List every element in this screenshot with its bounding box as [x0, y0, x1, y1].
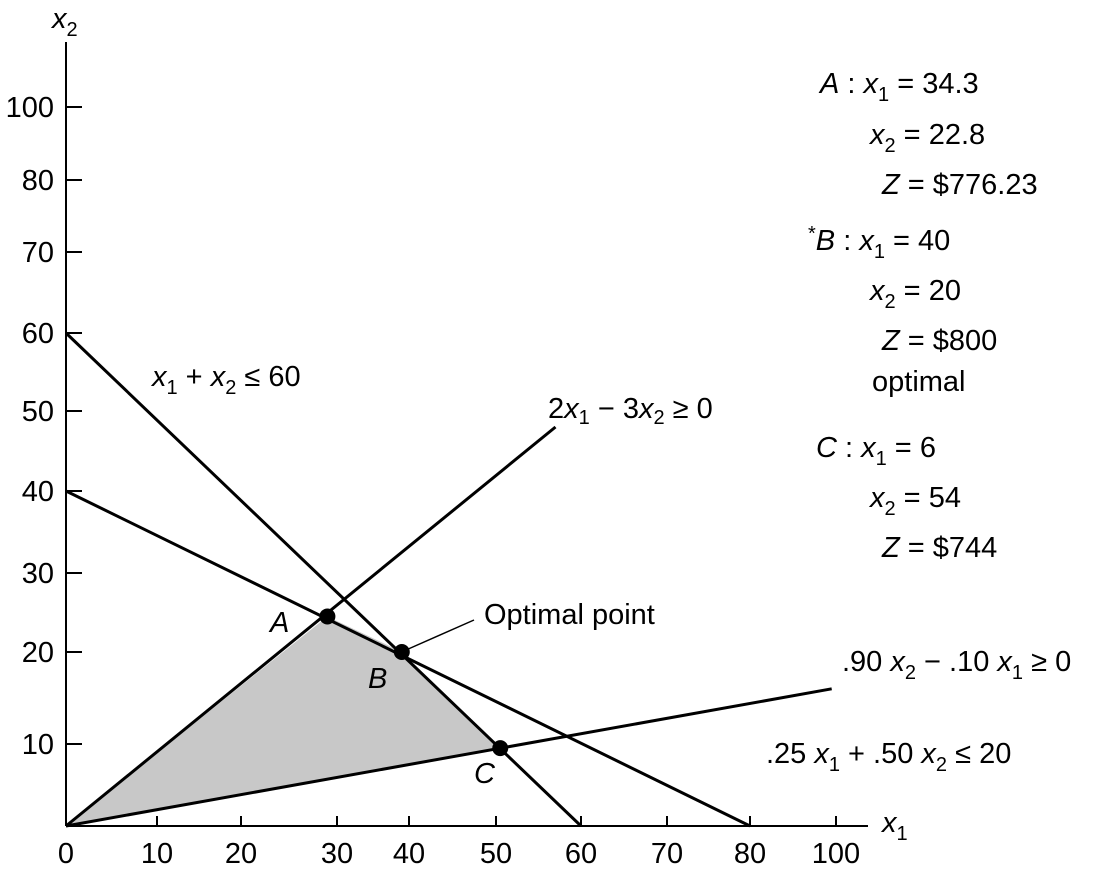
x-axis-title: x1: [880, 807, 908, 845]
x-tick-label-20: 20: [225, 838, 257, 870]
solution-b-x1: *B : x1 = 40: [808, 223, 950, 263]
solution-b-x2: x2 = 20: [868, 275, 961, 313]
y-tick-label-100: 100: [6, 92, 54, 124]
solution-c-z: Z = $744: [881, 532, 997, 564]
y-tick-label-80: 80: [22, 165, 54, 197]
x-tick-label-70: 70: [651, 838, 683, 870]
point-label-b: B: [368, 663, 387, 695]
point-label-a: A: [268, 607, 289, 639]
solution-a-x2: x2 = 22.8: [868, 119, 985, 157]
constraint-line-ratio: [65, 425, 557, 828]
solution-b-z: Z = $800: [881, 325, 997, 357]
callout-label: Optimal point: [484, 599, 655, 631]
callout-leader: [405, 619, 475, 651]
y-tick-label-60: 60: [22, 318, 54, 350]
constraint-label-budget: .25 x1 + .50 x2 ≤ 20: [766, 738, 1011, 776]
constraint-label-sum: x1 + x2 ≤ 60: [150, 361, 301, 399]
feasible-region: [66, 616, 501, 826]
y-tick-label-40: 40: [22, 476, 54, 508]
corner-point-b: [393, 644, 410, 660]
solution-a-z: Z = $776.23: [881, 169, 1038, 201]
x-tick-label-0: 0: [58, 838, 74, 870]
constraint-label-ratio: 2x1 − 3x2 ≥ 0: [548, 393, 713, 429]
x-tick-label-40: 40: [393, 838, 425, 870]
constraint-label-mix: .90 x2 − .10 x1 ≥ 0: [842, 646, 1071, 684]
corner-point-a: [319, 608, 336, 625]
x-tick-label-80: 80: [734, 838, 766, 870]
y-tick-label-70: 70: [22, 237, 54, 269]
corner-point-c: [492, 740, 509, 757]
x-tick-label-50: 50: [480, 838, 512, 870]
y-tick-label-30: 30: [22, 558, 54, 590]
x-tick-label-100: 100: [812, 838, 860, 870]
y-tick-label-10: 10: [22, 729, 54, 761]
constraint-line-budget: [65, 489, 751, 828]
constraint-line-mix: [65, 687, 832, 828]
solution-a-x1: A : x1 = 34.3: [818, 68, 979, 106]
solution-c-x2: x2 = 54: [868, 482, 961, 520]
y-tick-label-20: 20: [22, 637, 54, 669]
x-tick-label-60: 60: [565, 838, 597, 870]
y-tick-label-50: 50: [22, 396, 54, 428]
solution-c-x1: C : x1 = 6: [816, 432, 936, 470]
x-tick-label-30: 30: [321, 838, 353, 870]
y-axis-title: x2: [50, 3, 78, 41]
solution-b-note: optimal: [872, 366, 966, 398]
point-label-c: C: [474, 758, 496, 790]
x-tick-label-10: 10: [141, 838, 173, 870]
